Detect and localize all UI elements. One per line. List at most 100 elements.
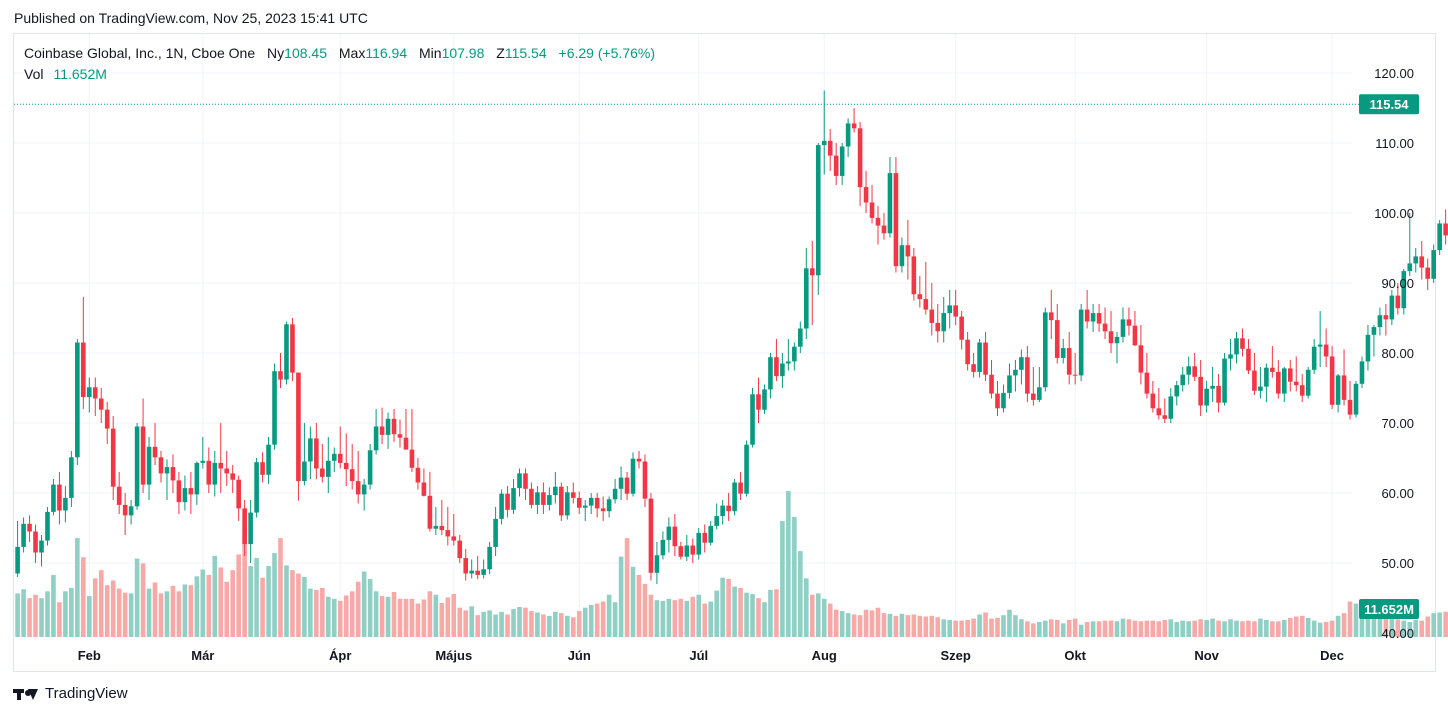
candle-body <box>1287 368 1293 382</box>
candle-body <box>535 492 540 505</box>
volume-bar <box>624 538 630 637</box>
candle-body <box>792 346 797 362</box>
candle-body <box>887 173 893 234</box>
volume-bar <box>27 598 32 637</box>
candle-body <box>600 508 606 512</box>
candle-body <box>433 525 439 529</box>
volume-bar <box>1096 621 1102 637</box>
volume-bar <box>869 610 875 637</box>
volume-bar <box>535 612 540 637</box>
candle-body <box>1066 348 1072 375</box>
x-tick-label: Aug <box>812 648 837 663</box>
candle-body <box>1210 385 1215 389</box>
x-tick-label: Dec <box>1320 648 1344 663</box>
volume-bar <box>547 615 552 637</box>
y-tick-label: 50.00 <box>1381 556 1414 571</box>
candle-body <box>1282 368 1287 394</box>
volume-bar <box>152 582 158 637</box>
volume-bar <box>971 618 976 637</box>
candle-body <box>714 516 719 526</box>
volume-bar <box>487 610 492 637</box>
candle-body <box>839 146 845 176</box>
candle-body <box>630 458 636 494</box>
candle-body <box>1246 348 1251 371</box>
volume-bar <box>164 591 170 637</box>
candle-body <box>451 536 457 541</box>
candle-body <box>493 518 498 547</box>
volume-bar <box>1084 622 1090 637</box>
volume-bar <box>367 579 373 637</box>
volume-bar <box>1246 620 1251 637</box>
candle-body <box>373 426 379 451</box>
candle-body <box>87 387 92 398</box>
candle-body <box>1425 267 1430 279</box>
volume-bar <box>857 615 863 637</box>
volume-bar <box>439 602 445 637</box>
candle-body <box>104 409 110 429</box>
volume-bar <box>331 598 337 637</box>
volume-bar <box>923 616 929 637</box>
volume-label: Vol <box>24 66 44 82</box>
candle-body <box>1443 223 1448 236</box>
volume-bar <box>660 600 666 637</box>
candle-body <box>140 426 146 485</box>
candle-body <box>427 495 433 529</box>
candle-body <box>110 428 116 487</box>
candle-body <box>559 486 564 516</box>
volume-bar <box>87 596 92 637</box>
candle-body <box>899 245 905 267</box>
candle-body <box>989 374 994 394</box>
volume-bar <box>1287 617 1293 637</box>
volume-bar <box>1443 611 1448 637</box>
volume-bar <box>1347 601 1353 637</box>
last-price-tag-label: 115.54 <box>1369 97 1409 112</box>
volume-bar <box>1401 620 1407 637</box>
candle-body <box>1222 358 1227 403</box>
volume-bar <box>696 594 702 637</box>
volume-bar <box>182 584 188 637</box>
volume-bar <box>672 600 678 637</box>
candle-body <box>576 497 582 508</box>
volume-bar <box>517 607 522 637</box>
volume-bar <box>349 591 355 637</box>
volume-bar <box>1031 623 1036 637</box>
candle-body <box>1431 250 1436 279</box>
volume-bar <box>98 570 104 637</box>
volume-bar <box>1204 619 1209 637</box>
volume-bar <box>863 609 869 637</box>
y-tick-label: 40.00 <box>1381 626 1414 641</box>
candle-body <box>1335 375 1341 405</box>
tradingview-brand[interactable]: TradingView <box>13 685 128 702</box>
volume-bar <box>1048 619 1054 637</box>
last-price-tag <box>1359 94 1419 115</box>
volume-bar <box>553 611 558 637</box>
candle-body <box>1132 325 1138 346</box>
y-tick-label: 100.00 <box>1374 206 1414 221</box>
candle-body <box>1054 320 1060 358</box>
volume-bar <box>1276 621 1281 637</box>
candle-body <box>1347 399 1353 415</box>
candle-body <box>517 473 522 489</box>
volume-bar <box>1174 622 1180 637</box>
volume-bar <box>1144 620 1150 637</box>
candle-body <box>959 316 964 340</box>
volume-bar <box>320 587 325 637</box>
volume-bar <box>582 607 588 637</box>
open-label: Ny <box>267 45 285 61</box>
volume-bar <box>391 592 397 637</box>
volume-bar <box>176 591 182 637</box>
x-tick-label: Jún <box>568 648 591 663</box>
volume-bar <box>989 618 994 637</box>
candle-body <box>1276 371 1281 394</box>
volume-bar <box>678 598 684 637</box>
volume-bar <box>337 600 343 637</box>
volume-bar <box>194 576 200 637</box>
candle-body <box>1060 348 1066 358</box>
candle-body <box>612 488 618 500</box>
volume-bar <box>427 591 433 637</box>
volume-bar <box>505 614 510 637</box>
candle-body <box>1413 256 1419 264</box>
x-tick-label: Ápr <box>329 648 351 663</box>
volume-bar <box>75 538 80 637</box>
